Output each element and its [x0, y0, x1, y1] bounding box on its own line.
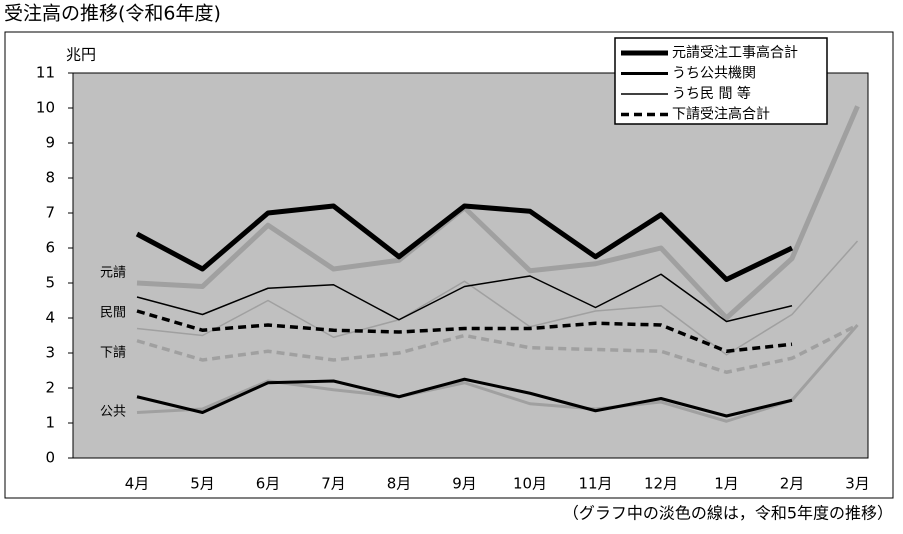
x-tick-label: 1月: [714, 475, 739, 493]
x-tick-label: 4月: [125, 475, 150, 493]
line: [136, 240, 859, 356]
x-tick-label: 10月: [513, 475, 547, 493]
annotation: 公共: [100, 405, 126, 420]
chart-title: 受注高の推移(令和6年度): [4, 3, 221, 25]
line: [136, 323, 859, 374]
note: （グラフ中の淡色の線は，令和5年度の推移）: [563, 504, 893, 523]
x-tick-label: 12月: [644, 475, 678, 493]
y-tick-label: 3: [45, 344, 55, 362]
y-tick-label: 7: [45, 204, 55, 222]
line: [136, 105, 860, 321]
y-tick-label: 4: [45, 309, 55, 327]
x-tick-label: 7月: [321, 475, 346, 493]
plot: [135, 105, 860, 423]
legend-label: うち民 間 等: [672, 85, 751, 102]
x-tick-label: 6月: [256, 475, 281, 493]
annotation: 民間: [100, 306, 126, 321]
x-tick-label: 2月: [780, 475, 805, 493]
x-tick-label: 11月: [578, 475, 612, 493]
y-tick-label: 0: [45, 449, 55, 467]
y-tick-label: 1: [45, 414, 55, 432]
y-tick-label: 8: [45, 169, 55, 187]
annotation: 元請: [100, 266, 126, 281]
legend-label: うち公共機関: [672, 66, 756, 82]
line: [136, 273, 793, 323]
y-tick-label: 10: [36, 99, 55, 117]
line: [136, 377, 793, 418]
x-tick-label: 3月: [845, 475, 870, 493]
line: [136, 309, 793, 353]
x-tick-label: 9月: [452, 475, 477, 493]
annotation: 下請: [100, 346, 126, 361]
y-axis-label: 兆円: [66, 46, 96, 64]
x-tick-label: 8月: [387, 475, 412, 493]
y-tick-label: 6: [45, 239, 55, 257]
legend-label: 元請受注工事高合計: [672, 44, 798, 61]
x-tick-label: 5月: [190, 475, 215, 493]
y-tick-label: 5: [45, 274, 55, 292]
line: [135, 203, 794, 282]
y-tick-label: 9: [45, 134, 55, 152]
line: [136, 324, 859, 423]
legend-label: 下請受注高合計: [672, 106, 770, 123]
y-tick-label: 11: [36, 64, 55, 82]
y-tick-label: 2: [45, 379, 55, 397]
